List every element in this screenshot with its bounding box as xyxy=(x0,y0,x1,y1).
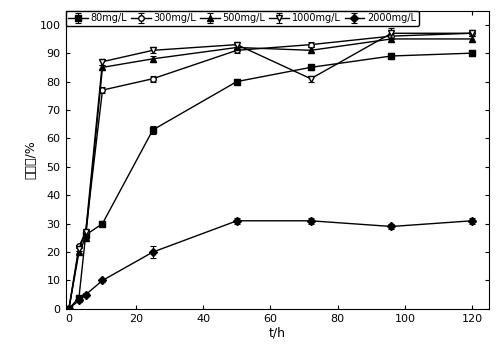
Y-axis label: 脱色率/%: 脱色率/% xyxy=(24,140,37,179)
Legend: 80mg/L, 300mg/L, 500mg/L, 1000mg/L, 2000mg/L: 80mg/L, 300mg/L, 500mg/L, 1000mg/L, 2000… xyxy=(66,11,419,26)
X-axis label: t/h: t/h xyxy=(269,326,286,339)
